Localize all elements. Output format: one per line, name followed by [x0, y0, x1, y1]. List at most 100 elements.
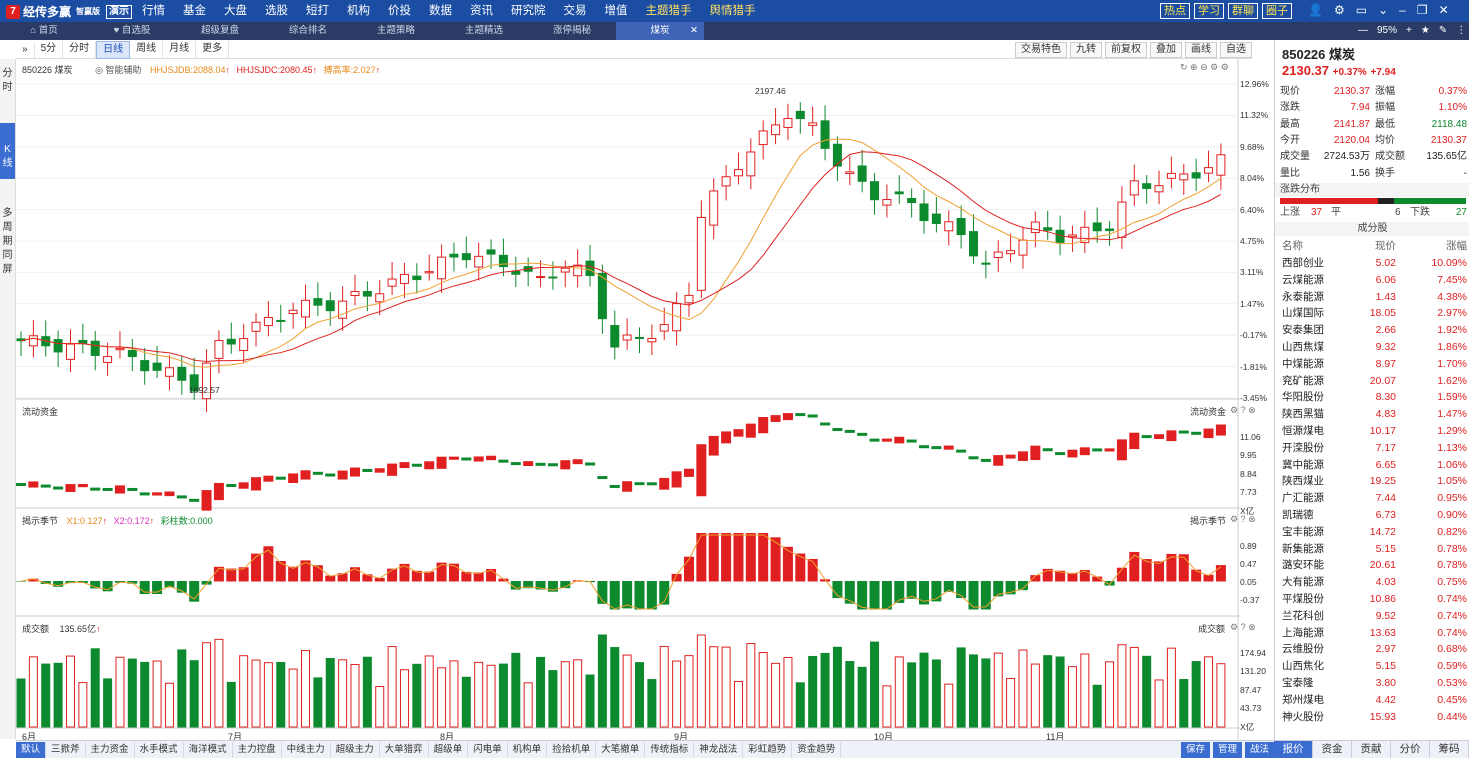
zoom-in-icon[interactable]: +: [1406, 25, 1412, 36]
user-icon[interactable]: 👤: [1308, 3, 1323, 17]
indicator-action-0[interactable]: 保存: [1180, 742, 1210, 758]
table-row[interactable]: 云维股份 2.97 0.68%: [1275, 641, 1469, 658]
period-3[interactable]: 周线: [130, 40, 164, 59]
indicator-action-1[interactable]: 管理: [1212, 742, 1242, 758]
kline-tool-4[interactable]: 画线: [1185, 42, 1217, 58]
indicator-tab-6[interactable]: 中线主力: [282, 741, 331, 758]
tab-multi-period[interactable]: 多周期同屏: [2, 208, 13, 275]
table-row[interactable]: 宝泰隆 3.80 0.53%: [1275, 675, 1469, 692]
nav-item-4[interactable]: 短打: [306, 5, 329, 17]
indicator-tab-12[interactable]: 捡拾机单: [547, 741, 597, 758]
indicator-tab-0[interactable]: 默认: [16, 741, 47, 758]
indicator-tab-13[interactable]: 大笔撤单: [596, 741, 646, 758]
tab-intraday[interactable]: 分时: [2, 68, 13, 93]
table-row[interactable]: 冀中能源 6.65 1.06%: [1275, 457, 1469, 474]
top-right-button-2[interactable]: 群聊: [1228, 3, 1258, 19]
nav-item-13[interactable]: 舆情猎手: [709, 5, 756, 17]
nav-item-8[interactable]: 资讯: [470, 5, 493, 17]
table-row[interactable]: 上海能源 13.63 0.74%: [1275, 625, 1469, 642]
indicator-tab-16[interactable]: 彩虹趋势: [743, 741, 793, 758]
tab-6[interactable]: 涨停揭秘: [528, 22, 616, 40]
period-1[interactable]: 分时: [63, 40, 97, 59]
close-icon[interactable]: ✕: [1438, 3, 1449, 17]
nav-item-12[interactable]: 主题猎手: [645, 5, 692, 17]
table-row[interactable]: 永泰能源 1.43 4.38%: [1275, 289, 1469, 306]
indicator-tab-14[interactable]: 传统指标: [645, 741, 695, 758]
indicator-tab-4[interactable]: 海洋模式: [184, 741, 233, 758]
table-row[interactable]: 中煤能源 8.97 1.70%: [1275, 356, 1469, 373]
col-price[interactable]: 现价: [1375, 240, 1396, 252]
kline-tool-3[interactable]: 叠加: [1150, 42, 1182, 58]
top-right-button-3[interactable]: 圈子: [1262, 3, 1292, 19]
star-icon[interactable]: ★: [1420, 25, 1430, 36]
period-0[interactable]: 5分: [35, 40, 64, 59]
nav-item-11[interactable]: 增值: [604, 5, 628, 17]
indicator-tab-2[interactable]: 主力资金: [86, 741, 135, 758]
pen-icon[interactable]: ✎: [1438, 25, 1448, 36]
panel-tab-2[interactable]: 贡献: [1352, 741, 1391, 758]
panel-tab-1[interactable]: 资金: [1313, 741, 1352, 758]
tab-2[interactable]: 超级复盘: [176, 22, 264, 40]
tab-3[interactable]: 综合排名: [264, 22, 352, 40]
table-row[interactable]: 西部创业 5.02 10.09%: [1275, 255, 1469, 272]
nav-item-9[interactable]: 研究院: [511, 5, 546, 17]
close-tab-icon[interactable]: ✕: [690, 25, 698, 36]
assist-toggle[interactable]: ◎ 智能辅助: [95, 65, 142, 75]
indicator-tab-8[interactable]: 大单猎弈: [380, 741, 429, 758]
period-2[interactable]: 日线: [96, 40, 131, 59]
period-5[interactable]: 更多: [196, 40, 230, 59]
minimize-icon[interactable]: –: [1399, 3, 1406, 17]
tab-4[interactable]: 主题策略: [352, 22, 440, 40]
nav-item-6[interactable]: 价投: [388, 5, 411, 17]
indicator-tab-5[interactable]: 主力控盘: [233, 741, 282, 758]
zoom-out-icon[interactable]: —: [1358, 25, 1368, 36]
table-row[interactable]: 新集能源 5.15 0.78%: [1275, 541, 1469, 558]
table-row[interactable]: 凯瑞德 6.73 0.90%: [1275, 507, 1469, 524]
indicator-tab-7[interactable]: 超级主力: [331, 741, 380, 758]
table-row[interactable]: 兖矿能源 20.07 1.62%: [1275, 373, 1469, 390]
vol-panel-icons[interactable]: ⚙ ? ⊗: [1230, 622, 1256, 632]
window-icon[interactable]: ▭: [1355, 3, 1368, 17]
table-row[interactable]: 宝丰能源 14.72 0.82%: [1275, 524, 1469, 541]
indicator-tab-11[interactable]: 机构单: [508, 741, 548, 758]
demo-badge[interactable]: 演示: [106, 4, 133, 19]
tab-5[interactable]: 主题精选: [440, 22, 528, 40]
indicator-tab-10[interactable]: 闪电单: [468, 741, 508, 758]
kline-tool-0[interactable]: 交易特色: [1015, 42, 1067, 58]
indicator-action-2[interactable]: 战法: [1244, 742, 1274, 758]
table-row[interactable]: 山西焦煤 9.32 1.86%: [1275, 339, 1469, 356]
col-change[interactable]: 涨幅: [1446, 240, 1467, 252]
period-4[interactable]: 月线: [163, 40, 197, 59]
table-row[interactable]: 兰花科创 9.52 0.74%: [1275, 608, 1469, 625]
chevron-down-icon[interactable]: ⌄: [1378, 3, 1389, 17]
table-row[interactable]: 山煤国际 18.05 2.97%: [1275, 305, 1469, 322]
table-row[interactable]: 大有能源 4.03 0.75%: [1275, 574, 1469, 591]
nav-item-1[interactable]: 基金: [183, 5, 206, 17]
more-icon[interactable]: ⋮: [1456, 25, 1467, 36]
indicator-tab-17[interactable]: 资金趋势: [792, 741, 842, 758]
table-row[interactable]: 陕西黑猫 4.83 1.47%: [1275, 406, 1469, 423]
expand-icon[interactable]: »: [16, 41, 35, 58]
panel-tab-0[interactable]: 报价: [1274, 741, 1313, 758]
restore-icon[interactable]: ❐: [1416, 3, 1428, 17]
nav-item-10[interactable]: 交易: [563, 5, 587, 17]
table-row[interactable]: 云煤能源 6.06 7.45%: [1275, 272, 1469, 289]
table-row[interactable]: 神火股份 15.93 0.44%: [1275, 709, 1469, 726]
main-panel-icons[interactable]: ↻ ⊕ ⊖ ⚙ ⚙: [1180, 62, 1229, 72]
panel-tab-3[interactable]: 分价: [1391, 741, 1430, 758]
nav-item-0[interactable]: 行情: [142, 5, 165, 17]
season-panel-icons[interactable]: ⚙ ? ⊗: [1230, 514, 1256, 524]
nav-item-2[interactable]: 大盘: [224, 5, 247, 17]
table-row[interactable]: 郑州煤电 4.42 0.45%: [1275, 692, 1469, 709]
table-row[interactable]: 平煤股份 10.86 0.74%: [1275, 591, 1469, 608]
indicator-tab-1[interactable]: 三掀斧: [46, 741, 86, 758]
table-row[interactable]: 华阳股份 8.30 1.59%: [1275, 389, 1469, 406]
top-right-button-0[interactable]: 热点: [1160, 3, 1190, 19]
fund-panel-icons[interactable]: ⚙ ? ⊗: [1230, 405, 1256, 415]
table-row[interactable]: 开滦股份 7.17 1.13%: [1275, 440, 1469, 457]
nav-item-3[interactable]: 选股: [265, 5, 288, 17]
kline-tool-1[interactable]: 九转: [1070, 42, 1102, 58]
panel-tab-4[interactable]: 筹码: [1430, 741, 1469, 758]
nav-item-7[interactable]: 数据: [429, 5, 452, 17]
tab-7[interactable]: 煤炭 ✕: [616, 22, 704, 40]
